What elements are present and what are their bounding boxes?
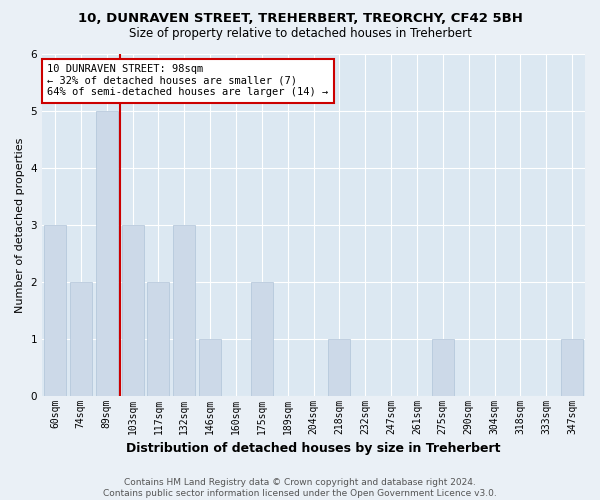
Text: Size of property relative to detached houses in Treherbert: Size of property relative to detached ho… — [128, 28, 472, 40]
Text: 10 DUNRAVEN STREET: 98sqm
← 32% of detached houses are smaller (7)
64% of semi-d: 10 DUNRAVEN STREET: 98sqm ← 32% of detac… — [47, 64, 329, 98]
Bar — [328, 338, 350, 396]
Bar — [173, 225, 195, 396]
Bar — [432, 338, 454, 396]
Bar — [148, 282, 169, 396]
Bar — [122, 225, 143, 396]
Bar — [44, 225, 66, 396]
Bar — [561, 338, 583, 396]
Bar — [251, 282, 273, 396]
Bar — [70, 282, 92, 396]
Bar — [199, 338, 221, 396]
Bar — [95, 111, 118, 396]
Y-axis label: Number of detached properties: Number of detached properties — [15, 137, 25, 312]
Text: Contains HM Land Registry data © Crown copyright and database right 2024.
Contai: Contains HM Land Registry data © Crown c… — [103, 478, 497, 498]
X-axis label: Distribution of detached houses by size in Treherbert: Distribution of detached houses by size … — [126, 442, 501, 455]
Text: 10, DUNRAVEN STREET, TREHERBERT, TREORCHY, CF42 5BH: 10, DUNRAVEN STREET, TREHERBERT, TREORCH… — [77, 12, 523, 26]
